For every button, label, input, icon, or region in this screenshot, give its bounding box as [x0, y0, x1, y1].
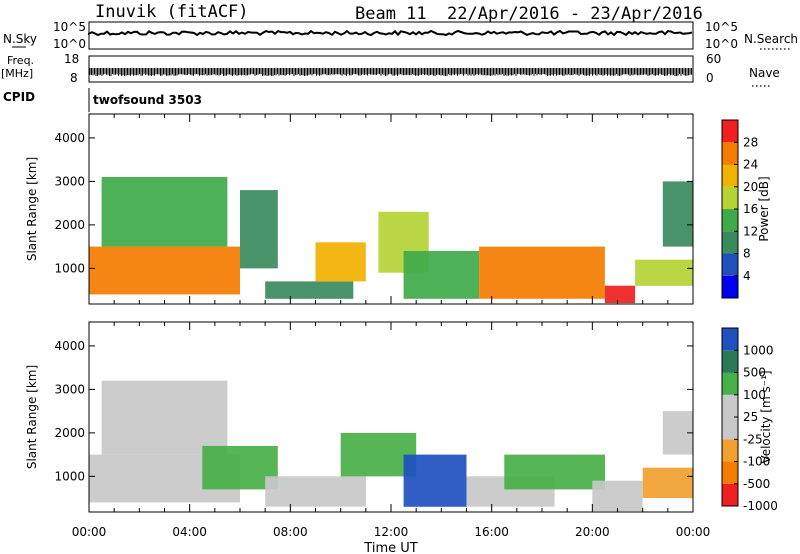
power-heatmap [89, 177, 693, 304]
colorbar-tick-label: 12 [743, 224, 758, 238]
heatmap-region [662, 181, 693, 247]
nsky-tick-high: 10^5 [53, 20, 86, 34]
nsearch-label: N.Search [744, 32, 798, 46]
heatmap-region [89, 246, 240, 295]
colorbar-tick-label: 24 [743, 158, 758, 172]
colorbar-tick-label: 20 [743, 180, 758, 194]
colorbar-segment [722, 209, 738, 232]
heatmap-region [101, 177, 228, 247]
y-tick-label: 2000 [54, 426, 85, 440]
y-tick-label: 2000 [54, 218, 85, 232]
x-tick-label: 00:00 [72, 525, 107, 539]
colorbar-tick-label: -25 [743, 432, 763, 446]
heatmap-region [642, 467, 693, 499]
colorbar-segment [722, 372, 738, 395]
colorbar-segment [722, 394, 738, 418]
colorbar-tick-label: 28 [743, 135, 758, 149]
power-ylabel: Slant Range [km] [25, 157, 39, 261]
colorbar-segment [722, 328, 738, 351]
heatmap-region [479, 246, 605, 299]
y-tick-label: 4000 [54, 339, 85, 353]
x-tick-label: 12:00 [374, 525, 409, 539]
colorbar-segment [722, 461, 738, 484]
velocity-ylabel: Slant Range [km] [25, 365, 39, 469]
freq-label: Freq. [7, 54, 34, 67]
power-panel: 1000 2000 3000 4000 Slant Range [km] 4 8 12 16… [25, 113, 771, 305]
freq-panel: Freq. [MHz] 18 8 60 0 Nave [1, 52, 780, 87]
nave-tick-low: 0 [706, 71, 714, 85]
heatmap-region [315, 242, 366, 282]
heatmap-region [101, 380, 228, 455]
colorbar-segment [722, 142, 738, 165]
nsky-trace [88, 29, 693, 37]
power-colorbar: 4 8 12 16 20 24 28 [721, 119, 758, 299]
freq-tick-high: 18 [64, 52, 79, 66]
y-tick-label: 3000 [54, 382, 85, 396]
y-tick-label: 1000 [54, 469, 85, 483]
heatmap-region [265, 281, 354, 299]
heatmap-region [504, 454, 605, 490]
heatmap-region [592, 480, 643, 512]
velocity-colorbar-label: Velocity [m s⁻¹] [759, 370, 773, 463]
nsky-label: N.Sky [3, 32, 37, 46]
freq-trace [89, 68, 692, 76]
colorbar-segment [722, 350, 738, 373]
y-tick-label: 1000 [54, 261, 85, 275]
colorbar-segment [722, 483, 738, 507]
colorbar-tick-label: 1000 [743, 343, 774, 357]
colorbar-tick-label: 25 [743, 410, 758, 424]
heatmap-region [265, 476, 366, 507]
heatmap-region [604, 285, 636, 304]
heatmap-region [635, 259, 693, 286]
heatmap-region [403, 454, 467, 507]
heatmap-region [403, 251, 480, 299]
nsky-panel: N.Sky 10^5 10^0 10^5 10^0 N.Search [3, 20, 798, 51]
colorbar-tick-label: 8 [743, 247, 751, 261]
y-tick-label: 4000 [54, 131, 85, 145]
colorbar-tick-label: -100 [743, 455, 770, 469]
x-tick-label: 00:00 [676, 525, 711, 539]
colorbar-tick-label: -1000 [743, 499, 778, 513]
time-axis-title: Time UT [363, 541, 417, 554]
colorbar-segment [722, 120, 738, 143]
colorbar-segment [722, 186, 738, 210]
time-axis-labels: 00:00 04:00 08:00 12:00 16:00 20:00 00:00 [72, 525, 711, 539]
colorbar-segment [722, 275, 738, 299]
x-tick-label: 16:00 [474, 525, 509, 539]
colorbar-tick-label: 500 [743, 366, 766, 380]
colorbar-segment [722, 417, 738, 440]
colorbar-segment [722, 439, 738, 462]
colorbar-segment [722, 231, 738, 254]
colorbar-segment [722, 253, 738, 276]
x-tick-label: 20:00 [575, 525, 610, 539]
heatmap-region [240, 190, 278, 269]
x-tick-label: 04:00 [172, 525, 207, 539]
colorbar-tick-label: 4 [743, 269, 751, 283]
power-colorbar-label: Power [dB] [757, 176, 771, 241]
colorbar-segment [722, 164, 738, 187]
date-range: 22/Apr/2016 - 23/Apr/2016 [447, 4, 703, 24]
colorbar-tick-label: 100 [743, 388, 766, 402]
velocity-colorbar: 1000 500 100 25 -25 -100 -500 -1000 [721, 327, 778, 513]
nsearch-tick-high: 10^5 [705, 20, 738, 34]
nsky-tick-low: 10^0 [53, 37, 86, 51]
cpid-value: twofsound 3503 [93, 93, 202, 107]
cpid-row: CPID twofsound 3503 [3, 88, 202, 112]
cpid-label: CPID [3, 90, 35, 104]
freq-tick-low: 8 [70, 71, 78, 85]
nsearch-tick-low: 10^0 [705, 37, 738, 51]
beam-label: Beam 11 [355, 4, 427, 24]
x-tick-label: 08:00 [273, 525, 308, 539]
colorbar-tick-label: -500 [743, 477, 770, 491]
nave-tick-high: 60 [706, 52, 721, 66]
velocity-panel: 1000 2000 3000 4000 Slant Range [km] 1000 50… [25, 321, 778, 513]
freq-unit: [MHz] [1, 67, 33, 80]
station-title: Inuvik (fitACF) [95, 2, 249, 22]
nave-label: Nave [749, 66, 780, 80]
y-tick-label: 3000 [54, 174, 85, 188]
colorbar-tick-label: 16 [743, 202, 758, 216]
